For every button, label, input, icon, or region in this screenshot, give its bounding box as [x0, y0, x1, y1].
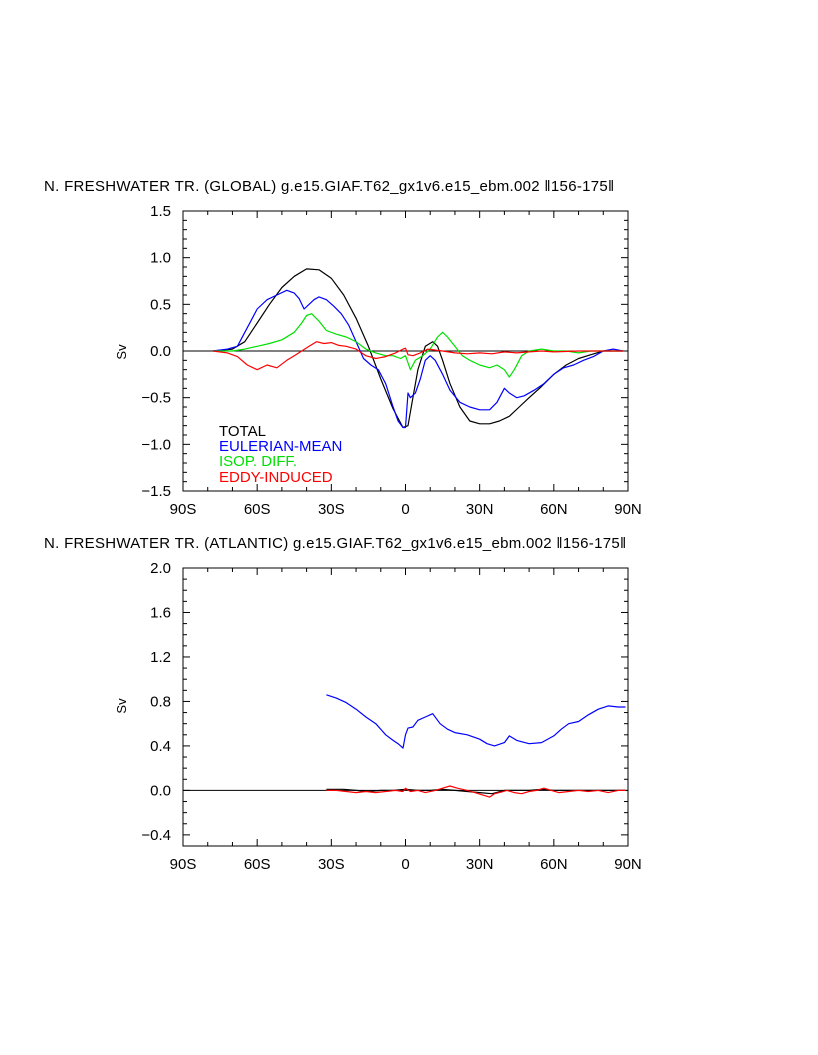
atlantic-plot-area: 90S 60S 30S 0 30N 60N 90N −0.4 0.0 0.4 0.8 1.2 1.6 2.…: [141, 560, 641, 873]
global-x-ticks: [182, 211, 629, 491]
global-x-tick-label: 30N: [466, 501, 494, 518]
global-x-tick-label: 60S: [244, 501, 271, 518]
atlantic-x-tick-label: 90S: [170, 856, 197, 873]
atlantic-y-tick-label: −0.4: [141, 827, 171, 844]
atlantic-x-tick-label: 0: [401, 856, 409, 873]
atlantic-x-tick-label: 30S: [318, 856, 345, 873]
atlantic-x-tick-label: 60S: [244, 856, 271, 873]
global-y-axis-label: Sv: [114, 344, 129, 360]
atlantic-x-ticks: [182, 568, 629, 846]
atlantic-series-eulerian-mean: [326, 694, 626, 749]
global-y-tick-label: −0.5: [141, 390, 171, 407]
atlantic-x-tick-label: 30N: [466, 856, 494, 873]
atlantic-series-eddy-induced: [326, 785, 626, 798]
global-y-tick-label: −1.5: [141, 483, 171, 500]
atlantic-panel: N. FRESHWATER TR. (ATLANTIC) g.e15.GIAF.…: [44, 535, 642, 873]
global-plot-area: 90S 60S 30S 0 30N 60N 90N −1.5 −1.0 −0.5 0.0 0.5 1.0…: [141, 203, 641, 518]
atlantic-y-axis-label: Sv: [114, 698, 129, 714]
global-x-tick-label: 90N: [614, 501, 642, 518]
global-y-tick-label: 0.5: [150, 296, 171, 313]
global-y-tick-label: 1.0: [150, 250, 171, 267]
global-y-tick-label: 0.0: [150, 343, 171, 360]
atlantic-x-tick-label: 60N: [540, 856, 568, 873]
global-y-tick-label: 1.5: [150, 203, 171, 220]
global-y-tick-label: −1.0: [141, 436, 171, 453]
atlantic-y-tick-label: 2.0: [150, 560, 171, 577]
legend-eddy-induced: EDDY-INDUCED: [219, 469, 333, 486]
global-x-tick-label: 60N: [540, 501, 568, 518]
legend-isop-diff: ISOP. DIFF.: [219, 453, 297, 470]
legend-eulerian-mean: EULERIAN-MEAN: [219, 438, 342, 455]
global-x-tick-label: 0: [401, 501, 409, 518]
global-x-tick-label: 30S: [318, 501, 345, 518]
global-legend: TOTAL EULERIAN-MEAN ISOP. DIFF. EDDY-IND…: [219, 423, 342, 486]
global-series-eulerian-mean: [212, 289, 624, 429]
atlantic-chart-title: N. FRESHWATER TR. (ATLANTIC) g.e15.GIAF.…: [44, 535, 627, 552]
global-series-isop-diff: [212, 313, 624, 378]
atlantic-y-tick-label: 1.6: [150, 604, 171, 621]
atlantic-y-tick-label: 1.2: [150, 649, 171, 666]
atlantic-y-tick-label: 0.8: [150, 693, 171, 710]
global-series-eddy-induced: [212, 341, 624, 371]
global-x-tick-label: 90S: [170, 501, 197, 518]
atlantic-y-ticks: [183, 567, 628, 847]
global-panel: N. FRESHWATER TR. (GLOBAL) g.e15.GIAF.T6…: [44, 178, 642, 518]
global-chart-title: N. FRESHWATER TR. (GLOBAL) g.e15.GIAF.T6…: [44, 178, 615, 195]
legend-total: TOTAL: [219, 423, 266, 440]
atlantic-y-tick-label: 0.4: [150, 738, 171, 755]
global-y-ticks: [183, 210, 628, 492]
atlantic-y-tick-label: 0.0: [150, 782, 171, 799]
atlantic-x-tick-label: 90N: [614, 856, 642, 873]
